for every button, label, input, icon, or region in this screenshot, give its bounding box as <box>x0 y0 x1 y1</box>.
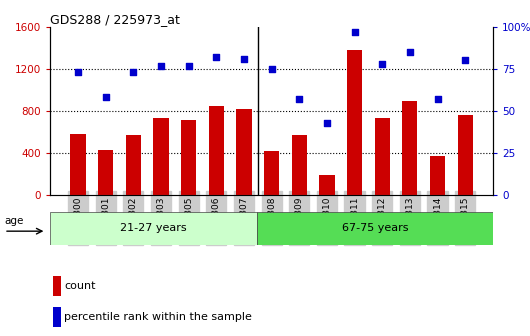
Point <box>378 61 386 67</box>
Point <box>295 96 304 102</box>
Bar <box>292 135 307 195</box>
Bar <box>98 150 113 195</box>
Point <box>101 95 110 100</box>
Text: percentile rank within the sample: percentile rank within the sample <box>64 312 252 322</box>
Bar <box>126 135 141 195</box>
Bar <box>153 118 169 195</box>
FancyBboxPatch shape <box>50 212 257 245</box>
Text: 67-75 years: 67-75 years <box>342 223 408 234</box>
Point <box>212 54 220 60</box>
Bar <box>457 115 473 195</box>
Point <box>350 29 359 35</box>
FancyBboxPatch shape <box>257 212 493 245</box>
Bar <box>430 156 445 195</box>
Point <box>323 120 331 125</box>
Point <box>267 66 276 72</box>
Bar <box>375 118 390 195</box>
Text: age: age <box>4 216 23 226</box>
Text: GDS288 / 225973_at: GDS288 / 225973_at <box>50 13 180 26</box>
Point <box>461 58 470 63</box>
Point <box>240 56 248 61</box>
Point <box>405 49 414 55</box>
Bar <box>236 109 252 195</box>
Point <box>74 70 82 75</box>
Bar <box>264 151 279 195</box>
Bar <box>319 175 334 195</box>
Point <box>157 63 165 68</box>
Point <box>129 70 138 75</box>
Text: count: count <box>64 281 96 291</box>
Point <box>184 63 193 68</box>
Bar <box>70 134 86 195</box>
Bar <box>209 106 224 195</box>
Bar <box>54 276 61 296</box>
Bar <box>54 307 61 327</box>
Bar <box>347 50 362 195</box>
Bar <box>181 120 196 195</box>
Point <box>434 96 442 102</box>
Bar <box>402 101 418 195</box>
Text: 21-27 years: 21-27 years <box>120 223 187 234</box>
